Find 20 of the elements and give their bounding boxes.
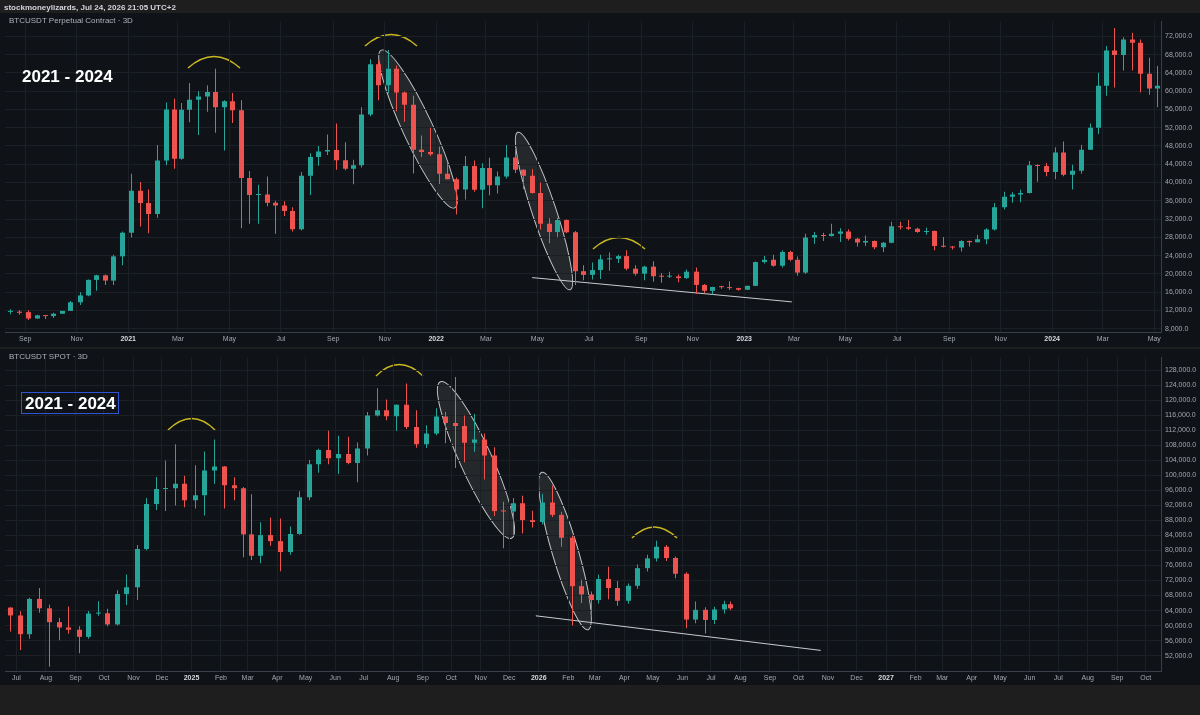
- chart-title: BTCUSDT SPOT · 3D: [9, 352, 88, 362]
- candlestick: [212, 439, 217, 484]
- candlestick: [196, 91, 201, 136]
- annotation: 2021 - 2024: [21, 392, 119, 414]
- annotation: 2021 - 2024: [22, 67, 113, 86]
- chart-title: BTCUSDT Perpetual Contract · 3D: [9, 16, 133, 26]
- candlestick: [428, 127, 433, 157]
- candlestick: [96, 601, 101, 616]
- candlestick: [659, 273, 664, 283]
- candlestick: [1112, 28, 1117, 88]
- candlestick: [66, 606, 71, 634]
- candlestick: [1035, 164, 1040, 182]
- text: stockmoneylizards, Jul 24, 2026 21:05 UTC+2: [4, 3, 176, 13]
- candlestick: [501, 501, 506, 549]
- candlestick: [453, 377, 458, 468]
- candlestick: [607, 252, 612, 271]
- candlestick: [222, 100, 227, 151]
- candlestick: [256, 184, 261, 224]
- candlestick: [163, 460, 168, 512]
- candlestick: [419, 135, 424, 157]
